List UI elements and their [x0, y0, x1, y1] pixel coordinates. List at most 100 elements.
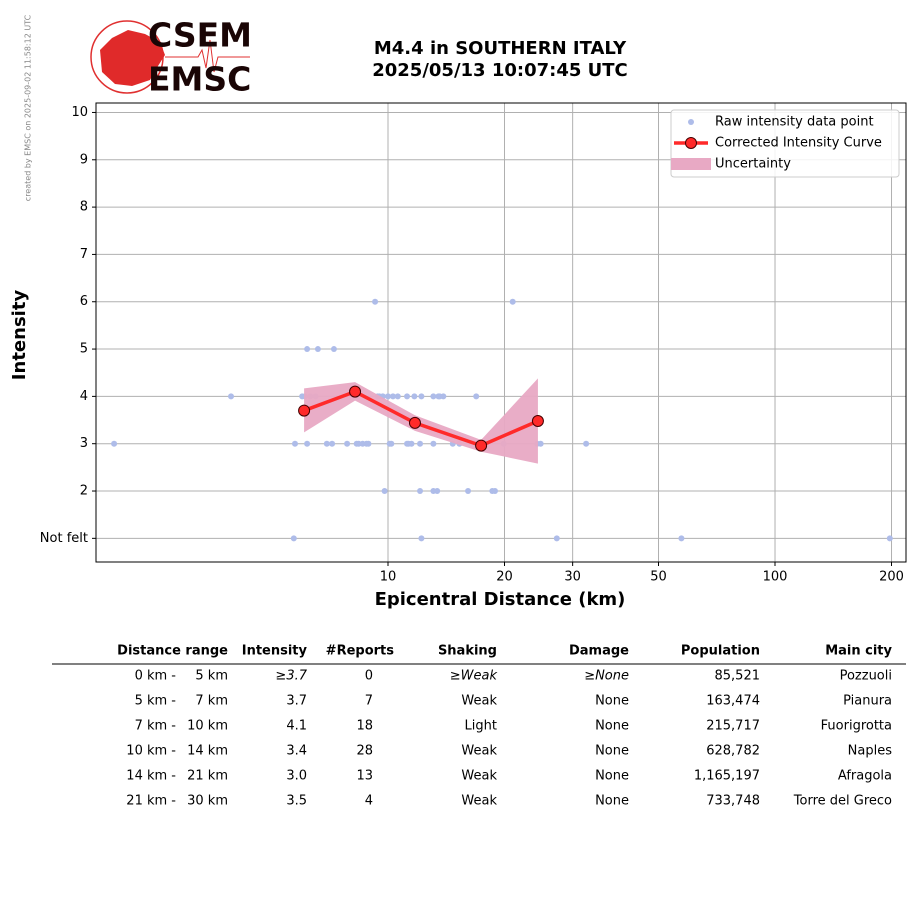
table-cell: 7 km — [195, 694, 228, 709]
table-cell: 85,521 — [715, 669, 761, 684]
data-point — [408, 440, 415, 447]
table-cell: None — [595, 694, 629, 709]
data-point — [111, 440, 118, 447]
y-tick-label: 3 — [80, 436, 88, 451]
data-point — [417, 488, 424, 495]
y-tick-label: 5 — [80, 342, 88, 357]
table-cell: Weak — [461, 794, 497, 809]
y-tick-label: Not felt — [40, 531, 88, 546]
x-tick-label: 100 — [763, 570, 788, 585]
table-cell: 215,717 — [706, 719, 760, 734]
table-cell: Afragola — [838, 769, 892, 784]
table-cell: Weak — [461, 769, 497, 784]
data-point — [228, 393, 235, 400]
table-cell: 3.7 — [286, 694, 307, 709]
data-point — [417, 440, 424, 447]
data-point — [304, 440, 311, 447]
logo-wave — [165, 39, 250, 73]
y-axis-label: Intensity — [9, 290, 30, 381]
side-note: created by EMSC on 2025-09-02 11:58:12 U… — [24, 14, 33, 201]
table-cell: 7 km - — [135, 719, 177, 734]
curve-marker — [349, 385, 362, 398]
data-point — [365, 440, 372, 447]
data-point — [344, 440, 351, 447]
table-header: Distance range — [117, 644, 228, 659]
table-cell: 28 — [356, 744, 373, 759]
logo-map — [100, 30, 165, 86]
table-cell: 21 km — [187, 769, 228, 784]
table-cell: 628,782 — [706, 744, 760, 759]
x-tick-label: 50 — [650, 570, 667, 585]
data-point — [314, 346, 321, 353]
data-point — [372, 298, 379, 305]
data-point — [418, 535, 425, 542]
data-point — [330, 346, 337, 353]
table-cell: 18 — [356, 719, 373, 734]
table-cell: 30 km — [187, 794, 228, 809]
data-point — [473, 393, 480, 400]
table-cell: Light — [465, 719, 497, 734]
data-point — [329, 440, 336, 447]
curve-marker — [531, 414, 544, 427]
data-point — [509, 298, 516, 305]
table-cell: Naples — [848, 744, 893, 759]
table-header: Damage — [569, 644, 629, 659]
chart-title: 2025/05/13 10:07:45 UTC — [372, 60, 628, 81]
table-cell: Pianura — [843, 694, 892, 709]
table-cell: 163,474 — [706, 694, 760, 709]
table-cell: 3.0 — [286, 769, 307, 784]
x-axis-label: Epicentral Distance (km) — [375, 589, 626, 610]
table-cell: 0 — [365, 669, 373, 684]
table-header: Shaking — [438, 644, 497, 659]
y-tick-label: 4 — [80, 389, 88, 404]
data-point — [678, 535, 685, 542]
data-point — [430, 440, 437, 447]
table-cell: 3.5 — [286, 794, 307, 809]
y-tick-label: 7 — [80, 247, 88, 262]
y-tick-label: 10 — [71, 105, 88, 120]
table-header: #Reports — [326, 644, 395, 659]
data-point — [440, 393, 447, 400]
plot-frame — [95, 102, 907, 563]
data-point — [491, 488, 498, 495]
table-cell: None — [595, 794, 629, 809]
y-tick-label: 2 — [80, 484, 88, 499]
legend-label: Raw intensity data point — [715, 115, 874, 130]
table-cell: 21 km - — [126, 794, 176, 809]
table-cell: None — [595, 744, 629, 759]
x-tick-label: 20 — [496, 570, 513, 585]
data-point — [553, 535, 560, 542]
table-cell: Pozzuoli — [840, 669, 892, 684]
data-point — [389, 393, 396, 400]
table-cell: Fuorigrotta — [821, 719, 892, 734]
legend-box — [670, 109, 900, 178]
table-cell: 14 km - — [126, 769, 176, 784]
table: Distance range Intensity #Reports Shaking Da… — [52, 644, 906, 809]
table-header: Population — [681, 644, 760, 659]
table-cell: Weak — [461, 694, 497, 709]
data-point — [434, 488, 441, 495]
legend: Raw intensity data point Corrected Intens… — [670, 109, 900, 178]
table-cell: None — [595, 769, 629, 784]
data-point — [323, 440, 330, 447]
table-cell: None — [595, 719, 629, 734]
y-tick-label: 9 — [80, 152, 88, 167]
x-tick-label: 30 — [564, 570, 581, 585]
legend-key — [671, 158, 711, 170]
table-cell: 0 km - — [135, 669, 177, 684]
curve-marker — [408, 416, 421, 429]
x-tick-label: 10 — [380, 570, 397, 585]
table-cell: ≥3.7 — [275, 669, 307, 684]
y-tick-label: 8 — [80, 200, 88, 215]
data-point — [537, 440, 544, 447]
table-cell: 3.4 — [286, 744, 307, 759]
logo-top: CSEM — [148, 16, 252, 55]
table-cell: 4.1 — [286, 719, 307, 734]
legend-label: Uncertainty — [715, 157, 791, 172]
legend-key — [685, 137, 697, 149]
table-cell: 13 — [356, 769, 373, 784]
x-tick-label: 200 — [879, 570, 904, 585]
data-point — [290, 535, 297, 542]
table-cell: 4 — [365, 794, 373, 809]
